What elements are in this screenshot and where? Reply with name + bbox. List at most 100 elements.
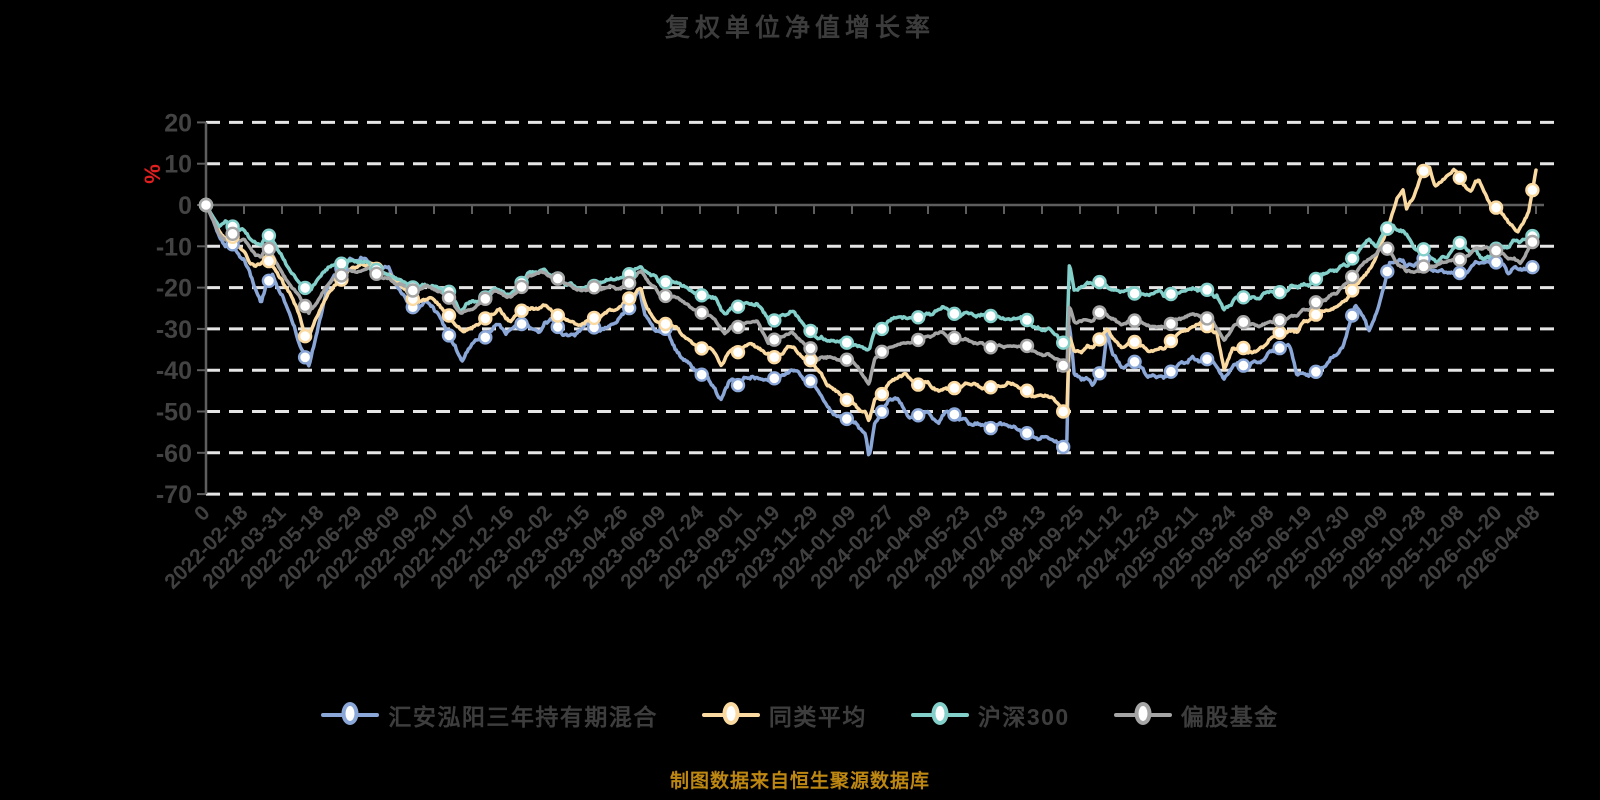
series-marker[interactable]: [1380, 241, 1395, 256]
series-marker[interactable]: [1019, 426, 1035, 441]
series-marker[interactable]: [1127, 313, 1142, 328]
series-marker[interactable]: [1019, 383, 1035, 398]
series-marker[interactable]: [658, 275, 673, 290]
series-marker[interactable]: [767, 313, 782, 328]
series-marker[interactable]: [478, 330, 493, 345]
series-marker[interactable]: [1308, 364, 1324, 379]
series-marker[interactable]: [839, 335, 854, 350]
series-marker[interactable]: [694, 288, 709, 303]
series-marker[interactable]: [622, 291, 637, 306]
series-marker[interactable]: [1055, 335, 1071, 350]
series-marker[interactable]: [514, 279, 529, 295]
series-marker[interactable]: [767, 350, 782, 365]
series-marker[interactable]: [947, 407, 962, 422]
series-marker[interactable]: [550, 308, 565, 323]
series-marker[interactable]: [297, 329, 313, 344]
series-marker[interactable]: [1380, 264, 1395, 279]
series-marker[interactable]: [1272, 313, 1287, 328]
series-marker[interactable]: [1163, 316, 1179, 332]
series-marker[interactable]: [1019, 312, 1035, 328]
series-marker[interactable]: [947, 306, 962, 321]
series-marker[interactable]: [1092, 366, 1107, 381]
series-marker[interactable]: [730, 345, 746, 360]
legend-item-0[interactable]: 汇安泓阳三年持有期混合: [321, 698, 658, 732]
series-marker[interactable]: [1272, 340, 1287, 356]
series-marker[interactable]: [297, 280, 313, 296]
series-marker[interactable]: [911, 310, 926, 325]
series-marker[interactable]: [730, 377, 746, 393]
legend-item-3[interactable]: 偏股基金: [1113, 698, 1279, 732]
series-marker[interactable]: [514, 316, 529, 332]
series-marker[interactable]: [441, 328, 457, 343]
series-marker[interactable]: [1488, 243, 1504, 258]
series-marker[interactable]: [1380, 221, 1395, 236]
series-marker[interactable]: [1236, 315, 1251, 330]
series-marker[interactable]: [1525, 260, 1540, 275]
series-marker[interactable]: [1055, 404, 1071, 419]
series-marker[interactable]: [694, 305, 709, 320]
series-marker[interactable]: [803, 323, 818, 339]
series-marker[interactable]: [586, 310, 602, 326]
series-marker[interactable]: [1308, 295, 1324, 310]
series-marker[interactable]: [1344, 308, 1360, 323]
series-marker[interactable]: [1272, 285, 1287, 300]
series-marker[interactable]: [1019, 338, 1035, 354]
series-marker[interactable]: [1236, 340, 1251, 356]
series-marker[interactable]: [839, 411, 854, 427]
series-marker[interactable]: [658, 288, 673, 304]
series-marker[interactable]: [730, 299, 746, 314]
series-marker[interactable]: [803, 341, 818, 356]
series-marker[interactable]: [1488, 255, 1504, 270]
series-marker[interactable]: [1416, 259, 1431, 274]
series-marker[interactable]: [874, 321, 890, 337]
series-marker[interactable]: [586, 280, 602, 295]
series-marker[interactable]: [622, 275, 637, 291]
series-marker[interactable]: [1452, 235, 1468, 251]
series-marker[interactable]: [1092, 305, 1107, 320]
series-marker[interactable]: [441, 290, 457, 305]
series-marker[interactable]: [1092, 274, 1107, 290]
series-marker[interactable]: [261, 253, 277, 269]
legend-item-2[interactable]: 沪深300: [910, 698, 1070, 732]
series-marker[interactable]: [947, 330, 962, 346]
series-marker[interactable]: [911, 377, 926, 392]
series-marker[interactable]: [1163, 286, 1179, 302]
series-marker[interactable]: [405, 283, 420, 298]
series-marker[interactable]: [1525, 234, 1540, 250]
series-marker[interactable]: [694, 367, 709, 382]
series-marker[interactable]: [1199, 352, 1215, 367]
series-marker[interactable]: [1416, 242, 1431, 257]
series-marker[interactable]: [839, 352, 854, 367]
series-marker[interactable]: [1092, 332, 1107, 347]
series-marker[interactable]: [225, 226, 240, 242]
series-marker[interactable]: [478, 291, 493, 306]
series-marker[interactable]: [550, 271, 565, 286]
series-marker[interactable]: [1525, 182, 1540, 198]
chart-plot-area[interactable]: 20100-10-20-30-40-50-60-70%02022-02-1820…: [0, 0, 1600, 692]
legend-item-1[interactable]: 同类平均: [701, 698, 867, 732]
series-marker[interactable]: [1344, 251, 1360, 266]
series-marker[interactable]: [1488, 200, 1504, 215]
series-marker[interactable]: [261, 273, 277, 288]
series-marker[interactable]: [803, 373, 818, 389]
series-marker[interactable]: [297, 350, 313, 365]
series-marker[interactable]: [1452, 252, 1468, 267]
series-marker[interactable]: [1452, 170, 1468, 186]
series-marker[interactable]: [1127, 286, 1142, 301]
series-marker[interactable]: [1127, 354, 1142, 369]
series-marker[interactable]: [983, 340, 998, 355]
series-marker[interactable]: [261, 241, 277, 257]
series-marker[interactable]: [334, 256, 349, 271]
series-marker[interactable]: [839, 392, 854, 408]
series-marker[interactable]: [911, 332, 926, 348]
series-marker[interactable]: [1308, 307, 1324, 322]
series-marker[interactable]: [1272, 325, 1287, 340]
series-marker[interactable]: [478, 311, 493, 326]
series-marker[interactable]: [1236, 358, 1251, 373]
series-marker[interactable]: [1163, 333, 1179, 349]
series-marker[interactable]: [334, 268, 349, 283]
series-marker[interactable]: [911, 408, 926, 423]
series-marker[interactable]: [1163, 364, 1179, 379]
series-marker[interactable]: [803, 353, 818, 368]
series-marker[interactable]: [1344, 283, 1360, 298]
